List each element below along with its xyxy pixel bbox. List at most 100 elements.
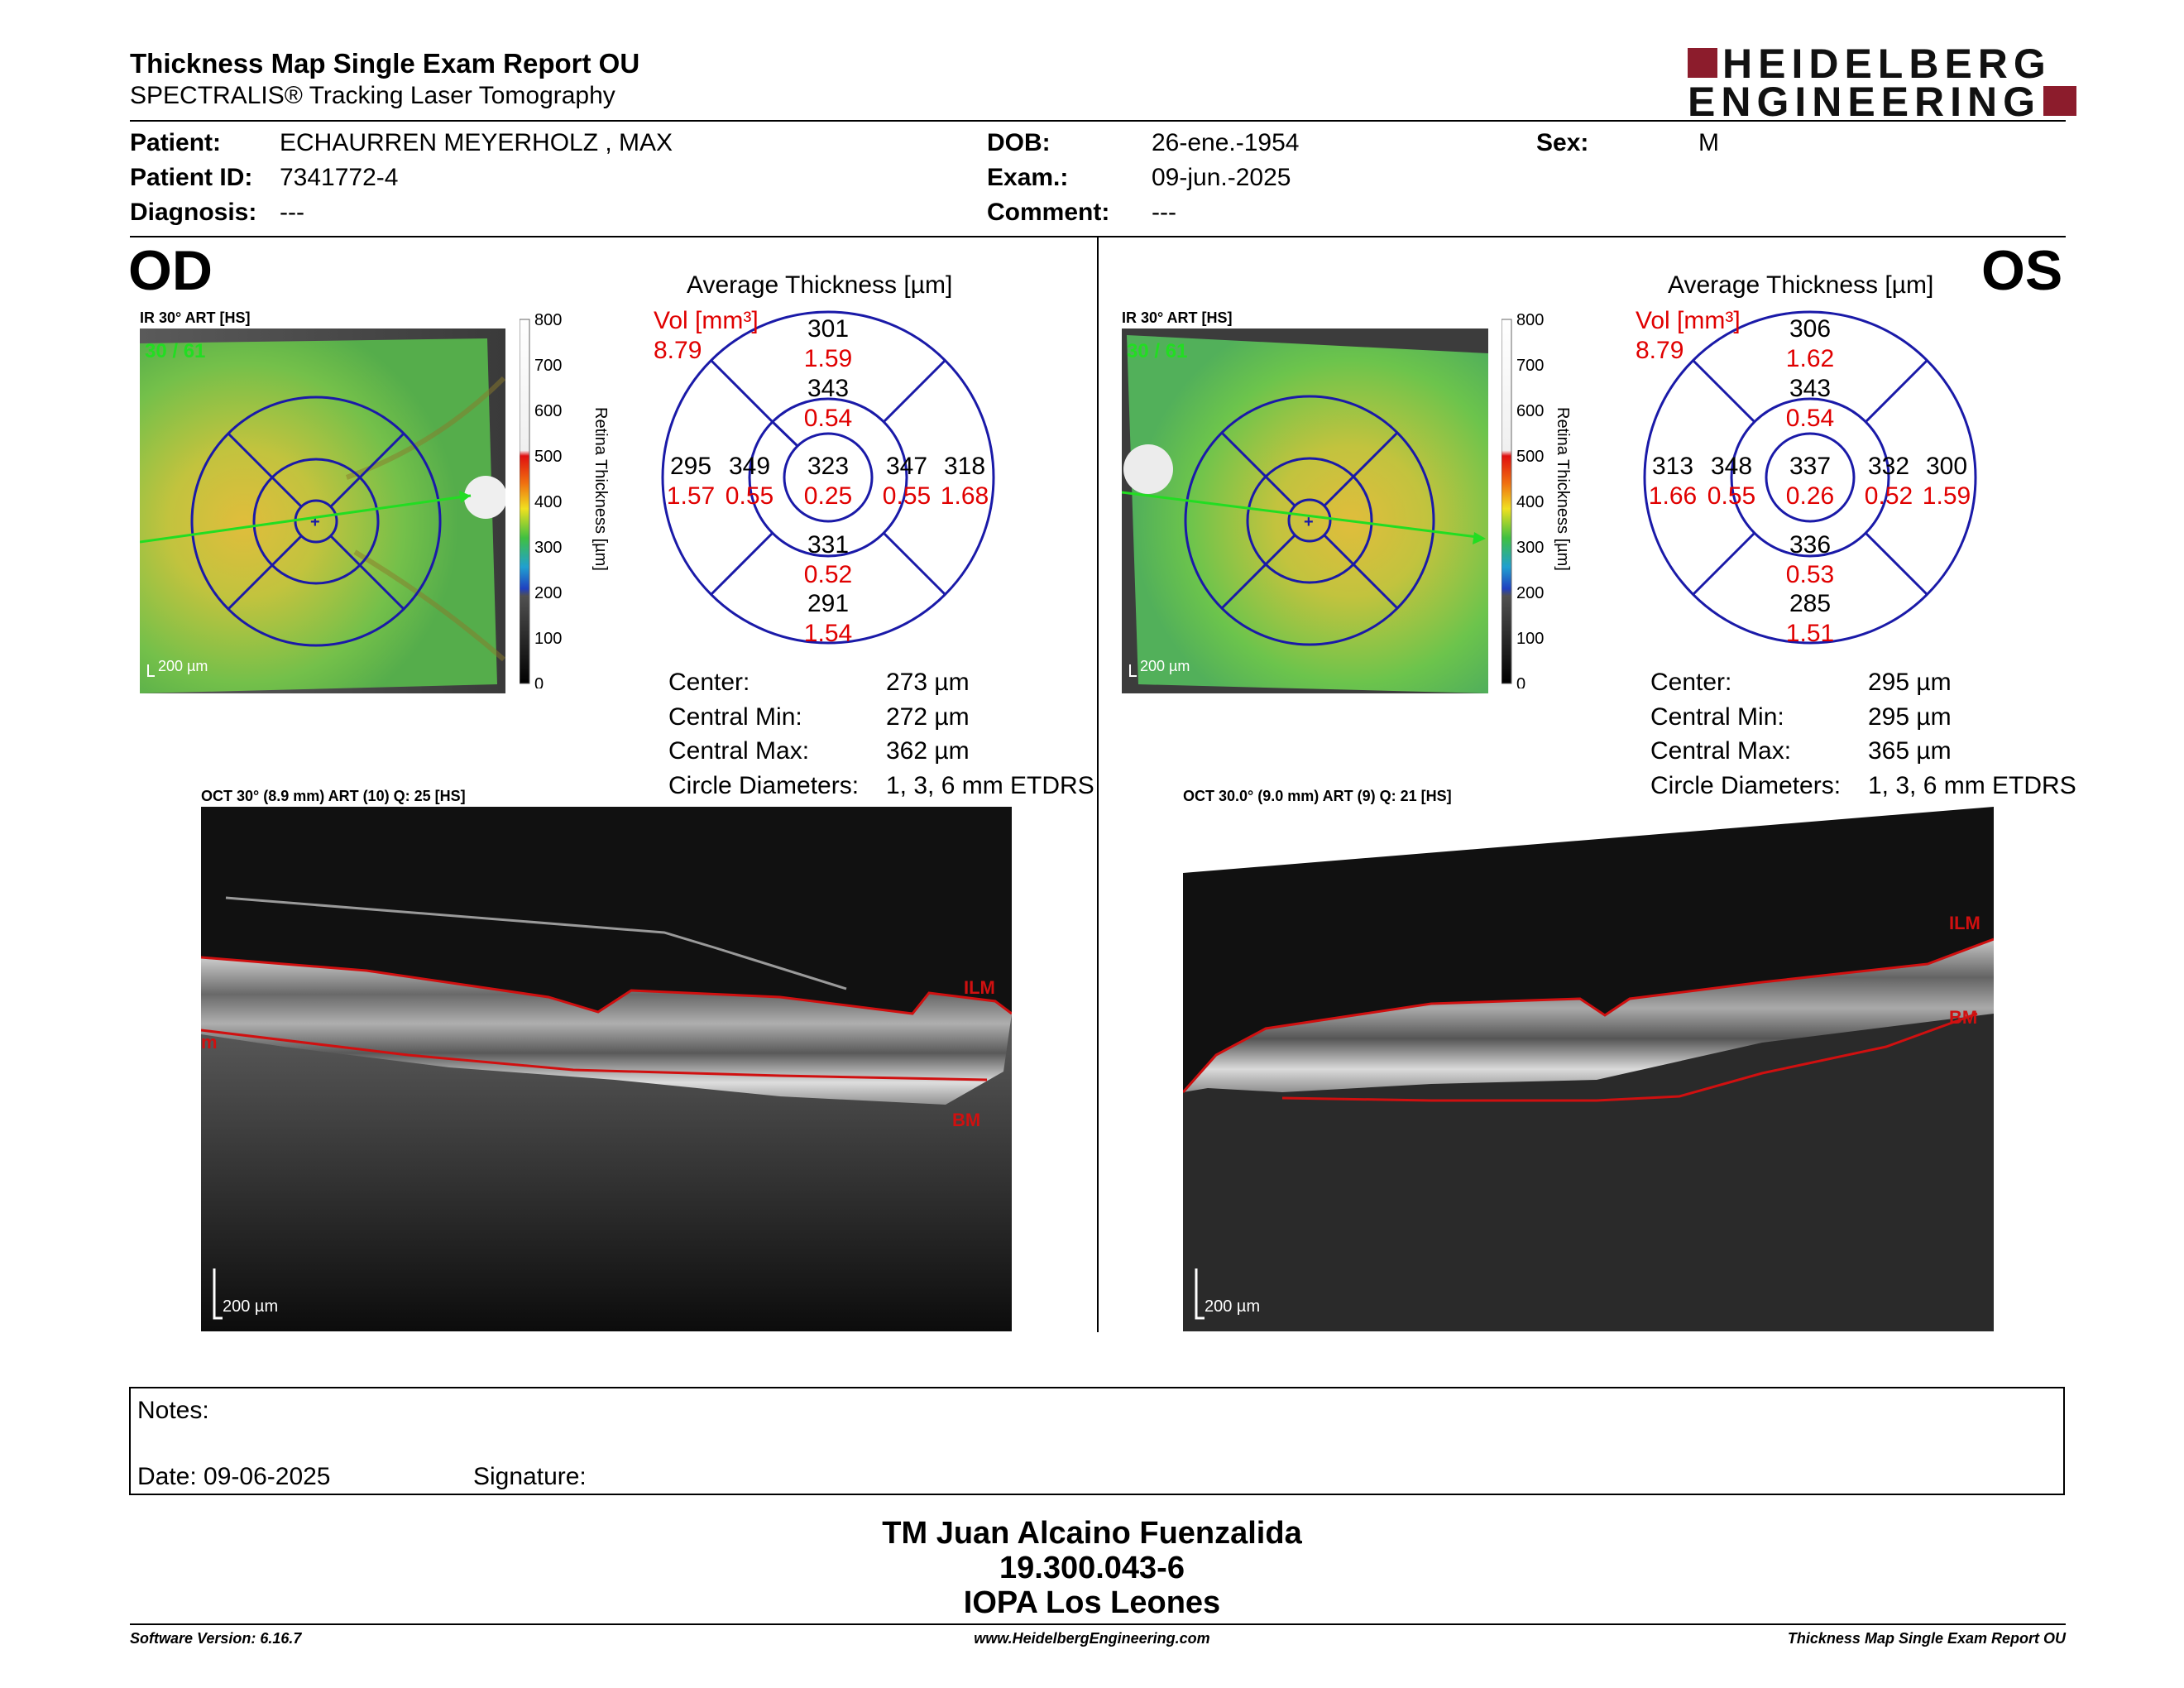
os-outer-left-thickness: 313 — [1652, 453, 1693, 480]
comment: --- — [1152, 199, 1176, 226]
os-center-thickness: 337 — [1789, 453, 1831, 480]
os-inner-left-vol: 0.55 — [1707, 482, 1755, 510]
svg-text:200: 200 — [1516, 584, 1544, 602]
notes-label: Notes: — [137, 1397, 209, 1424]
os-outer-inf-thickness: 285 — [1789, 590, 1831, 617]
od-ilm-label: ILM — [964, 977, 995, 998]
od-etdrs-grid: 301 1.59 343 0.54 323 0.25 331 0.52 291 … — [661, 310, 995, 647]
os-outer-right-vol: 1.59 — [1923, 482, 1971, 510]
svg-text:300: 300 — [1516, 539, 1544, 557]
os-inner-inf-vol: 0.53 — [1786, 561, 1834, 588]
od-volume: Vol [mm³] 8.79 — [654, 307, 759, 364]
od-ilm-line — [201, 956, 1012, 1015]
os-thickness-map: + 30 / 61 200 µm — [1122, 328, 1488, 693]
od-optic-disc — [464, 476, 505, 519]
os-map-scale: 200 µm — [1140, 658, 1190, 674]
os-optic-disc — [1123, 444, 1173, 494]
od-oct-scale: 200 µm — [223, 1297, 278, 1316]
os-outer-right-thickness: 300 — [1926, 453, 1967, 480]
od-outer-sup-vol: 1.59 — [804, 345, 852, 372]
od-map-scale: 200 µm — [158, 658, 208, 674]
heidelberg-logo: HEIDELBERG ENGINEERING — [1688, 43, 2076, 122]
os-label: OS — [1981, 239, 2063, 302]
patient-name: ECHAURREN MEYERHOLZ , MAX — [280, 129, 673, 156]
os-ilm-label: ILM — [1949, 913, 1980, 933]
software-version: Software Version: 6.16.7 — [130, 1630, 302, 1647]
svg-text:0: 0 — [1516, 675, 1525, 688]
od-label: OD — [128, 239, 213, 302]
technician-id: 19.300.043-6 — [999, 1551, 1185, 1585]
svg-text:800: 800 — [1516, 311, 1544, 329]
od-bm-line — [201, 1029, 988, 1081]
od-inner-sup-thickness: 343 — [807, 375, 849, 402]
os-outer-sup-thickness: 306 — [1789, 315, 1831, 343]
od-inner-right-vol: 0.55 — [883, 482, 931, 510]
od-bm-label: BM — [952, 1110, 980, 1130]
od-avg-title: Average Thickness [µm] — [687, 271, 953, 299]
od-inner-right-thickness: 347 — [886, 453, 927, 480]
svg-text:600: 600 — [1516, 402, 1544, 420]
svg-text:500: 500 — [1516, 448, 1544, 466]
diagnosis: --- — [280, 199, 304, 226]
od-oct-bscan: ILM BM m 200 µm — [201, 807, 1012, 1331]
signature-label: Signature: — [473, 1463, 587, 1490]
svg-text:700: 700 — [534, 357, 562, 375]
svg-text:200: 200 — [534, 584, 562, 602]
notes-date: Date: 09-06-2025 — [137, 1463, 331, 1490]
od-inner-inf-vol: 0.52 — [804, 561, 852, 588]
os-avg-title: Average Thickness [µm] — [1668, 271, 1934, 299]
od-outer-right-thickness: 318 — [944, 453, 985, 480]
od-outer-sup-thickness: 301 — [807, 315, 849, 343]
os-bm-line — [1281, 1012, 1978, 1102]
os-center-vol: 0.26 — [1786, 482, 1834, 510]
od-oct-caption: OCT 30° (8.9 mm) ART (10) Q: 25 [HS] — [201, 788, 466, 804]
od-frame-count: 30 / 61 — [145, 340, 205, 362]
footer-report-name: Thickness Map Single Exam Report OU — [1787, 1630, 2066, 1647]
os-inner-right-vol: 0.52 — [1865, 482, 1913, 510]
svg-text:600: 600 — [534, 402, 562, 420]
svg-text:100: 100 — [1516, 630, 1544, 648]
dob: 26-ene.-1954 — [1152, 129, 1300, 156]
od-outer-inf-thickness: 291 — [807, 590, 849, 617]
os-inner-inf-thickness: 336 — [1789, 531, 1831, 559]
os-inner-sup-vol: 0.54 — [1786, 405, 1834, 432]
os-ilm-line — [1183, 938, 1994, 1093]
report-subtitle: SPECTRALIS® Tracking Laser Tomography — [130, 82, 615, 109]
os-oct-scale: 200 µm — [1205, 1297, 1260, 1316]
svg-text:400: 400 — [534, 493, 562, 511]
technician-name: TM Juan Alcaino Fuenzalida — [882, 1516, 1302, 1551]
svg-text:800: 800 — [534, 311, 562, 329]
od-colorbar-label: Retina Thickness [µm] — [592, 407, 610, 571]
notes-box[interactable]: Notes: Date: 09-06-2025 Signature: — [129, 1387, 2065, 1495]
od-ir-caption: IR 30° ART [HS] — [140, 309, 251, 326]
os-inner-sup-thickness: 343 — [1789, 375, 1831, 402]
os-bm-label: BM — [1949, 1007, 1977, 1028]
svg-text:0: 0 — [534, 675, 544, 688]
exam-date: 09-jun.-2025 — [1152, 164, 1291, 191]
eye-divider — [1097, 237, 1099, 1332]
os-inner-left-thickness: 348 — [1711, 453, 1752, 480]
od-thickness-map: + 30 / 61 200 µm — [140, 328, 505, 693]
svg-text:+: + — [310, 513, 320, 531]
os-volume: Vol [mm³] 8.79 — [1636, 307, 1741, 364]
os-outer-sup-vol: 1.62 — [1786, 345, 1834, 372]
sex: M — [1698, 129, 1719, 156]
report-title: Thickness Map Single Exam Report OU — [130, 48, 640, 79]
od-outer-right-vol: 1.68 — [941, 482, 989, 510]
od-outer-inf-vol: 1.54 — [804, 620, 852, 647]
od-inner-left-thickness: 349 — [729, 453, 770, 480]
od-inner-left-vol: 0.55 — [726, 482, 774, 510]
svg-text:400: 400 — [1516, 493, 1544, 511]
patient-id: 7341772-4 — [280, 164, 399, 191]
od-outer-left-vol: 1.57 — [667, 482, 715, 510]
os-oct-caption: OCT 30.0° (9.0 mm) ART (9) Q: 21 [HS] — [1183, 788, 1452, 804]
svg-text:100: 100 — [534, 630, 562, 648]
os-outer-left-vol: 1.66 — [1649, 482, 1697, 510]
website-link[interactable]: www.HeidelbergEngineering.com — [974, 1630, 1210, 1647]
os-colorbar: 800 700 600 500 400 300 200 100 0 Retina… — [1502, 311, 1572, 688]
technician-place: IOPA Los Leones — [963, 1585, 1221, 1620]
os-ir-caption: IR 30° ART [HS] — [1122, 309, 1233, 326]
od-colorbar: 800 700 600 500 400 300 200 100 0 Retina… — [520, 311, 610, 688]
svg-text:500: 500 — [534, 448, 562, 466]
svg-text:+: + — [1304, 513, 1314, 531]
